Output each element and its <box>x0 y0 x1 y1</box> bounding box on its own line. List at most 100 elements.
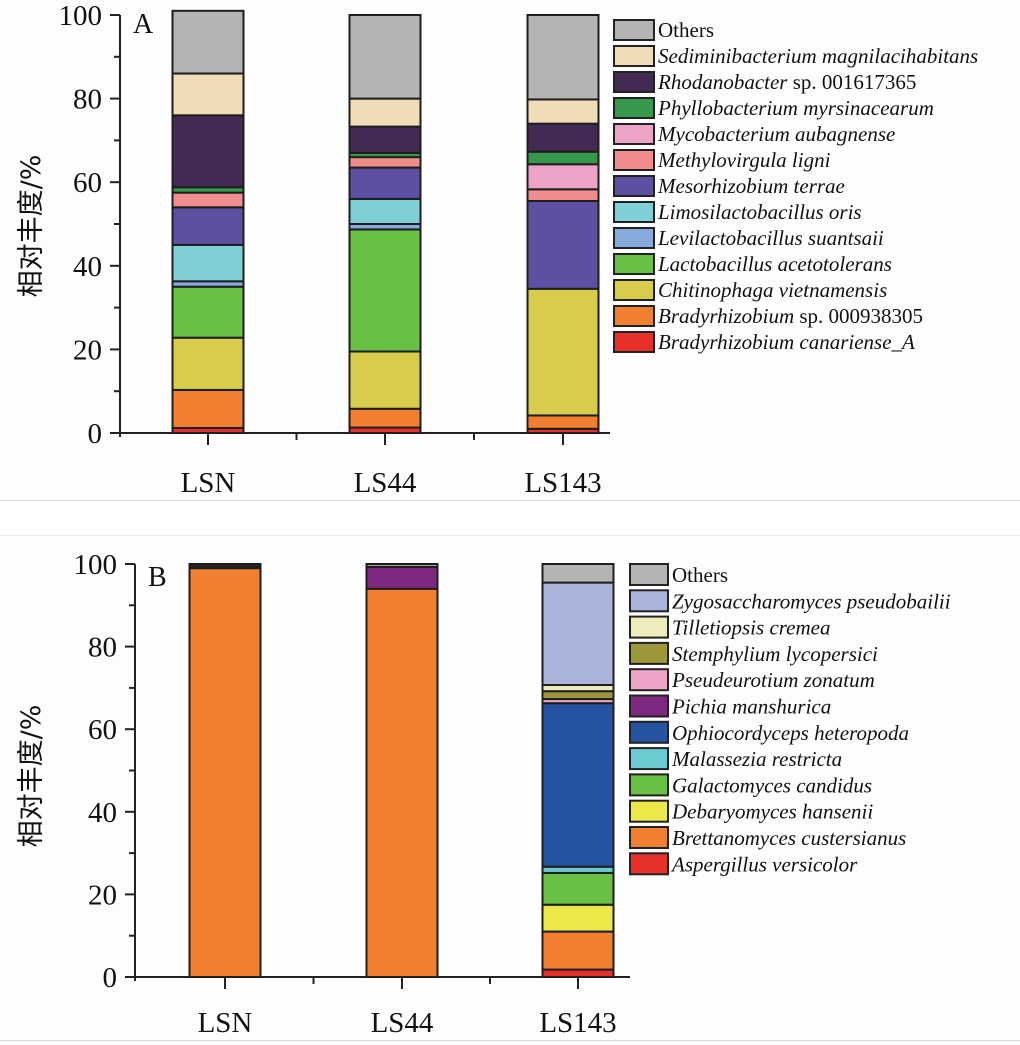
legend-swatch <box>613 201 655 223</box>
bar-segment <box>526 163 600 191</box>
legend-item: Brettanomyces custersianus <box>629 826 906 850</box>
bar-segment <box>541 581 615 687</box>
bar-segment <box>171 191 245 209</box>
legend-item: Others <box>629 563 728 587</box>
bar-segment <box>348 197 422 225</box>
bar-segment <box>526 200 600 290</box>
bar-segment <box>541 903 615 933</box>
chart-a-svg: 0 20 40 60 80 100 LSN LS44 LS143 OthersSediminib… <box>16 0 978 499</box>
legend-item: Limosilactobacillus oris <box>613 200 862 224</box>
x-tick-label: LSN <box>181 467 236 499</box>
legend-label: Malassezia restricta <box>671 747 842 771</box>
y-tick-label: 80 <box>88 632 117 664</box>
legend-swatch <box>613 253 655 275</box>
legend-item: Lactobacillus acetotolerans <box>613 252 892 276</box>
bar-segment <box>348 97 422 128</box>
bar-segment <box>541 871 615 906</box>
legend-item: Rhodanobacter sp. 001617365 <box>613 70 916 94</box>
legend-item: Others <box>613 18 714 42</box>
legend-swatch <box>629 641 669 665</box>
bar-segment <box>348 228 422 353</box>
legend-label: Chitinophaga vietnamensis <box>658 278 887 302</box>
legend-swatch <box>613 331 655 353</box>
legend-swatch <box>613 175 655 197</box>
legend-label: Levilactobacillus suantsaii <box>657 226 884 250</box>
bar-segment <box>541 968 615 979</box>
chart-b-ylabel: 相对丰度/% <box>16 705 47 848</box>
panel-b: 0 20 40 60 80 100 LSN LS44 LS143 Others Zygosacch… <box>0 535 1020 1041</box>
bar-segment <box>526 188 600 203</box>
legend-label: Ophiocordyceps heteropoda <box>672 721 909 745</box>
y-tick-label: 20 <box>73 334 102 366</box>
bar-segment <box>171 336 245 391</box>
legend-label: Stemphylium lycopersici <box>672 642 878 666</box>
y-tick-label: 100 <box>59 0 103 32</box>
bar-segment <box>365 563 439 568</box>
legend-swatch <box>613 19 655 41</box>
bar-segment <box>348 407 422 429</box>
legend-swatch <box>629 773 669 797</box>
legend-label: Rhodanobacter sp. 001617365 <box>657 70 916 94</box>
legend-item: Pseudeurotium zonatum <box>629 668 875 692</box>
legend-item: Galactomyces candidus <box>629 773 872 797</box>
legend-item: Bradyrhizobium sp. 000938305 <box>613 304 923 328</box>
legend-item: Malassezia restricta <box>629 747 842 771</box>
bar-stack-lsn <box>171 9 245 435</box>
legend-label: Tilletiopsis cremea <box>672 616 830 640</box>
bar-segment <box>171 9 245 75</box>
bar-stack-ls44 <box>365 563 439 978</box>
legend-item: Levilactobacillus suantsaii <box>613 226 884 250</box>
chart-b-svg: 0 20 40 60 80 100 LSN LS44 LS143 OthersZygosacch… <box>16 549 951 1039</box>
legend-label: Methylovirgula ligni <box>657 148 831 172</box>
legend-item: Tilletiopsis cremea <box>629 616 830 640</box>
bar-segment <box>526 287 600 417</box>
y-tick-label: 20 <box>88 879 117 911</box>
bar-stack-lsn <box>188 563 262 978</box>
legend-item: Stemphylium lycopersici <box>629 641 878 666</box>
bar-segment <box>526 98 600 125</box>
bar-segment <box>171 206 245 246</box>
bar-segment <box>348 125 422 154</box>
bar-segment <box>365 587 439 978</box>
bar-segment <box>171 388 245 429</box>
legend-label: Aspergillus versicolor <box>670 852 858 876</box>
x-tick-label: LSN <box>198 1007 253 1039</box>
legend-label: Sediminibacterium magnilacihabitans <box>658 44 978 68</box>
y-tick-label: 60 <box>88 714 117 746</box>
legend-label: Pseudeurotium zonatum <box>671 668 875 692</box>
legend-label: Mesorhizobium terrae <box>657 174 845 198</box>
bar-segment <box>171 243 245 283</box>
bar-stack-ls143 <box>541 563 615 979</box>
legend-swatch <box>613 149 655 171</box>
legend-item: Phyllobacterium myrsinacearum <box>613 96 934 120</box>
legend-swatch <box>613 123 655 145</box>
y-tick-label: 0 <box>103 962 118 994</box>
legend-swatch <box>613 279 655 301</box>
legend-swatch <box>629 668 669 692</box>
legend-swatch <box>613 305 655 327</box>
bar-segment <box>348 156 422 169</box>
panel-b-letter: B <box>148 562 167 593</box>
bar-stack-ls44 <box>348 14 422 435</box>
legend-swatch <box>629 563 669 586</box>
legend-label: Others <box>672 563 728 587</box>
legend-item: Sediminibacterium magnilacihabitans <box>613 44 978 68</box>
bar-segment <box>348 350 422 410</box>
x-tick-label: LS143 <box>539 1007 616 1039</box>
y-tick-label: 100 <box>74 549 118 581</box>
bar-segment <box>348 166 422 200</box>
legend-item: Chitinophaga vietnamensis <box>613 278 887 302</box>
panel-a: 0 20 40 60 80 100 LSN LS44 LS143 Others Sediminib… <box>0 0 1020 501</box>
y-tick-label: 60 <box>73 167 102 199</box>
legend-item: Aspergillus versicolor <box>629 852 858 876</box>
x-tick-label: LS44 <box>354 467 417 499</box>
legend-label: Debaryomyces hansenii <box>671 800 873 824</box>
chart-a-axes: 0 20 40 60 80 100 LSN LS44 LS143 <box>59 0 610 499</box>
legend-swatch <box>629 747 669 771</box>
bar-segment <box>188 563 262 568</box>
bar-segment <box>541 930 615 971</box>
bar-stack-ls143 <box>526 14 600 435</box>
y-tick-label: 80 <box>73 84 102 116</box>
bar-segment <box>541 563 615 584</box>
